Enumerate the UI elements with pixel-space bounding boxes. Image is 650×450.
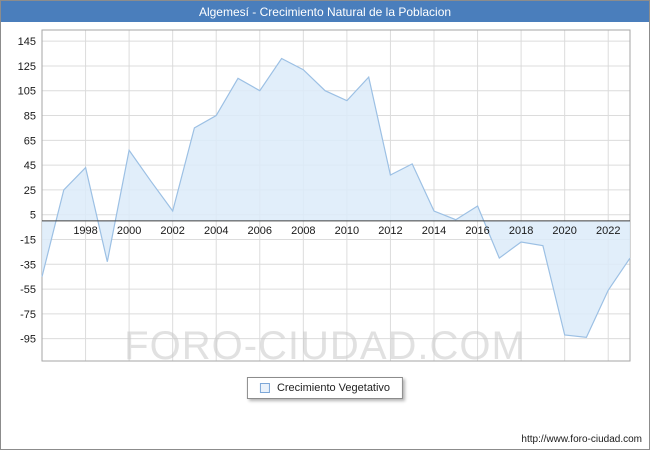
x-tick-label: 2004 [204, 225, 228, 237]
y-tick-label: 45 [24, 160, 36, 172]
x-tick-label: 1998 [73, 225, 97, 237]
x-tick-label: 2014 [422, 225, 446, 237]
page-title: Algemesí - Crecimiento Natural de la Pob… [198, 4, 452, 19]
series-line [41, 57, 631, 339]
y-tick-label: 125 [18, 61, 36, 73]
y-tick-label: -35 [20, 259, 36, 271]
footer-url-link[interactable]: http://www.foro-ciudad.com [521, 434, 642, 445]
x-tick-label: 2022 [596, 225, 620, 237]
y-tick-label: 25 [24, 185, 36, 197]
chart-title-bar: Algemesí - Crecimiento Natural de la Pob… [1, 1, 649, 22]
x-tick-label: 2016 [465, 225, 489, 237]
y-tick-label: 5 [30, 210, 36, 222]
x-tick-label: 2002 [160, 225, 184, 237]
x-tick-label: 2018 [509, 225, 533, 237]
y-tick-label: 85 [24, 111, 36, 123]
x-tick-label: 2020 [552, 225, 576, 237]
area-series [42, 58, 630, 338]
x-tick-label: 2006 [248, 225, 272, 237]
x-tick-label: 2010 [335, 225, 359, 237]
legend-label: Crecimiento Vegetativo [276, 382, 391, 394]
y-tick-label: 65 [24, 135, 36, 147]
legend-swatch-icon [259, 383, 270, 393]
plot-border [41, 29, 631, 362]
x-tick-label: 2008 [291, 225, 315, 237]
y-tick-label: 105 [18, 86, 36, 98]
y-tick-label: -75 [20, 309, 36, 321]
y-tick-label: -95 [20, 334, 36, 346]
y-tick-label: -55 [20, 284, 36, 296]
x-tick-label: 2012 [378, 225, 402, 237]
x-tick-label: 2000 [117, 225, 141, 237]
legend-box: Crecimiento Vegetativo [246, 377, 404, 399]
y-tick-label: 145 [18, 36, 36, 48]
y-tick-label: -15 [20, 235, 36, 247]
